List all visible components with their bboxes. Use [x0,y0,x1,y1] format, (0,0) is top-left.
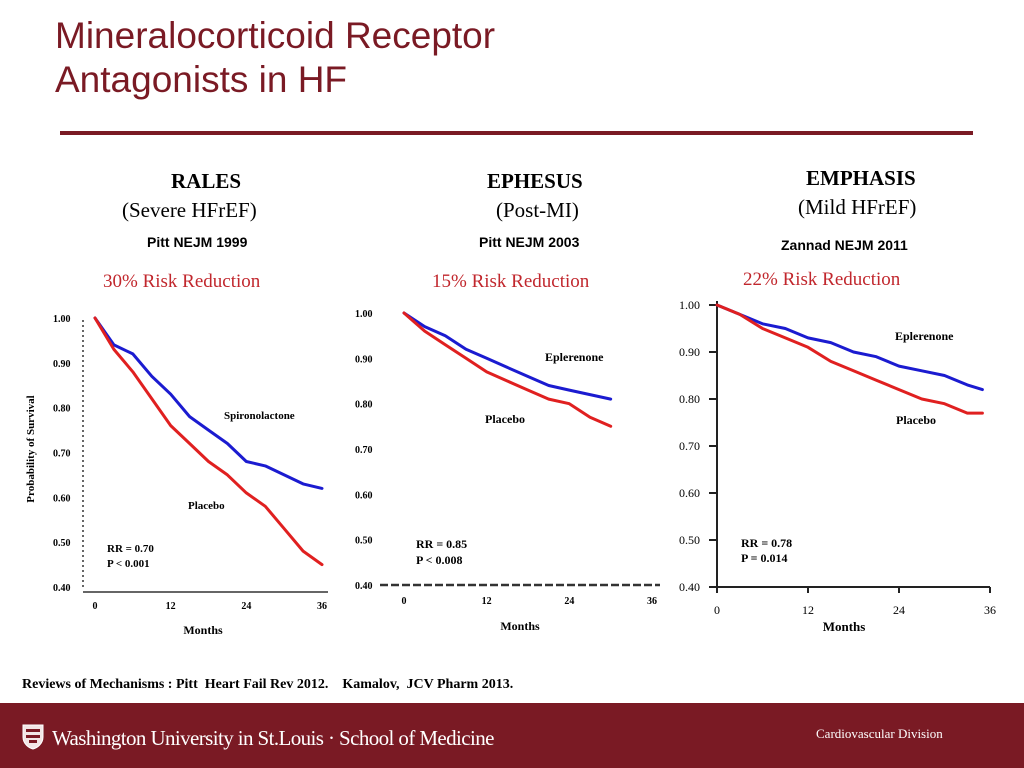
rales-risk-reduction: 30% Risk Reduction [103,271,261,292]
emphasis-citation: Zannad NEJM 2011 [781,237,908,253]
rales-x-tick-label: 24 [241,601,251,612]
emphasis-y-tick-label: 0.90 [679,345,700,359]
rales-y-axis-label: Probability of Survival [25,395,37,502]
ephesus-x-tick-label: 0 [402,596,407,607]
rales-stat-rr: RR = 0.70 [107,543,154,555]
ephesus-y-tick-label: 1.00 [355,309,373,320]
emphasis-treatment-label: Eplerenone [895,329,954,343]
ephesus-x-tick-label: 12 [482,596,492,607]
emphasis-y-tick-label: 0.40 [679,580,700,594]
rales-x-tick-label: 0 [93,601,98,612]
emphasis-risk-reduction: 22% Risk Reduction [743,269,901,290]
emphasis-y-tick-label: 0.50 [679,533,700,547]
rales-x-axis-label: Months [183,623,223,637]
rales-treatment-label: Spironolactone [224,410,295,422]
rales-subtitle: (Severe HFrEF) [122,198,257,222]
rales-y-tick-label: 0.70 [53,449,71,460]
emphasis-y-tick-label: 0.60 [679,486,700,500]
emphasis-x-tick-label: 36 [984,603,996,617]
rales-y-tick-label: 0.60 [53,493,71,504]
ephesus-trial-name: EPHESUS [487,169,583,193]
emphasis-x-axis-label: Months [823,619,866,634]
university-shield-icon [22,724,44,750]
ephesus-y-tick-label: 0.40 [355,581,373,592]
slide-title: Mineralocorticoid Receptor Antagonists i… [55,14,495,102]
ephesus-y-tick-label: 0.70 [355,445,373,456]
emphasis-placebo-label: Placebo [896,413,936,427]
rales-citation: Pitt NEJM 1999 [147,234,248,250]
ephesus-subtitle: (Post-MI) [496,198,579,222]
ephesus-stat-p: P < 0.008 [416,553,463,567]
ephesus-x-tick-label: 36 [647,596,657,607]
survival-charts: Probability of Survival Months Spironola… [25,298,996,637]
emphasis-y-tick-label: 1.00 [679,298,700,312]
ephesus-x-axis-label: Months [500,619,540,633]
rales-y-tick-label: 0.40 [53,583,71,594]
emphasis-trial-name: EMPHASIS [806,166,916,190]
emphasis-stat-rr: RR = 0.78 [741,536,792,550]
emphasis-x-tick-label: 24 [893,603,905,617]
ephesus-placebo-curve [402,311,613,428]
ephesus-y-tick-label: 0.50 [355,536,373,547]
institution-name: Washington University in St.Louis · Scho… [52,726,494,750]
emphasis-x-tick-label: 12 [802,603,814,617]
footer-bar [0,703,1024,768]
emphasis-y-tick-label: 0.70 [679,439,700,453]
ephesus-y-tick-label: 0.90 [355,354,373,365]
emphasis-placebo-curve [715,303,984,415]
rales-y-tick-label: 0.80 [53,404,71,415]
division-name: Cardiovascular Division [816,726,943,741]
ephesus-y-tick-label: 0.80 [355,400,373,411]
rales-y-tick-label: 1.00 [53,314,71,325]
emphasis-stat-p: P = 0.014 [741,551,788,565]
rales-y-tick-label: 0.50 [53,538,71,549]
title-line-2: Antagonists in HF [55,59,348,100]
ephesus-risk-reduction: 15% Risk Reduction [432,271,590,292]
ephesus-treatment-label: Eplerenone [545,350,604,364]
emphasis-y-tick-label: 0.80 [679,392,700,406]
rales-y-tick-label: 0.90 [53,359,71,370]
rales-placebo-curve [93,316,324,567]
title-divider [60,131,973,135]
title-line-1: Mineralocorticoid Receptor [55,15,496,56]
ephesus-x-tick-label: 24 [564,596,574,607]
ephesus-citation: Pitt NEJM 2003 [479,234,580,250]
rales-trial-name: RALES [171,169,242,193]
ephesus-eplerenone-curve [402,311,613,401]
emphasis-x-tick-label: 0 [714,603,720,617]
emphasis-subtitle: (Mild HFrEF) [798,195,917,219]
emphasis-eplerenone-curve [715,303,984,392]
rales-x-tick-label: 36 [317,601,327,612]
rales-placebo-label: Placebo [188,500,225,512]
rales-spironolactone-curve [93,316,324,490]
rales-stat-p: P < 0.001 [107,558,150,570]
rales-x-tick-label: 12 [166,601,176,612]
ephesus-y-tick-label: 0.60 [355,490,373,501]
ephesus-placebo-label: Placebo [485,412,525,426]
ephesus-stat-rr: RR = 0.85 [416,537,467,551]
footer-references: Reviews of Mechanisms : Pitt Heart Fail … [22,677,514,692]
